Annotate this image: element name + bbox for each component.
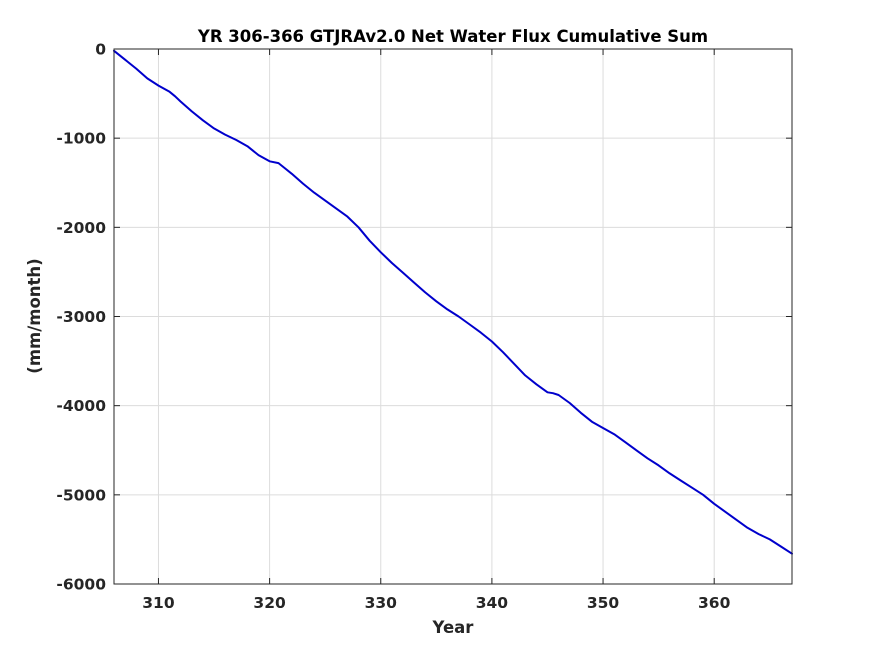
chart-title: YR 306-366 GTJRAv2.0 Net Water Flux Cumu… <box>197 27 708 46</box>
y-tick-label: -1000 <box>56 130 106 148</box>
x-tick-label: 310 <box>142 594 175 612</box>
y-axis-label: (mm/month) <box>25 258 44 373</box>
y-tick-label: -5000 <box>56 486 106 504</box>
grid-lines <box>114 48 792 585</box>
x-tick-label: 350 <box>587 594 620 612</box>
y-tick-label: -2000 <box>56 219 106 237</box>
x-tick-label: 330 <box>365 594 398 612</box>
x-tick-label: 360 <box>698 594 731 612</box>
x-tick-label: 320 <box>253 594 286 612</box>
x-tick-label: 340 <box>476 594 509 612</box>
series-line <box>113 49 793 555</box>
y-tick-label: -6000 <box>56 576 106 594</box>
y-tick-labels: 0 -1000 -2000 -3000 -4000 -5000 -6000 <box>56 41 106 594</box>
x-axis-label: Year <box>432 618 475 637</box>
y-tick-label: -4000 <box>56 397 106 415</box>
y-tick-label: -3000 <box>56 308 106 326</box>
y-tick-label: 0 <box>95 41 106 59</box>
x-tick-labels: 310 320 330 340 350 360 <box>142 594 730 612</box>
tick-marks <box>114 48 792 585</box>
